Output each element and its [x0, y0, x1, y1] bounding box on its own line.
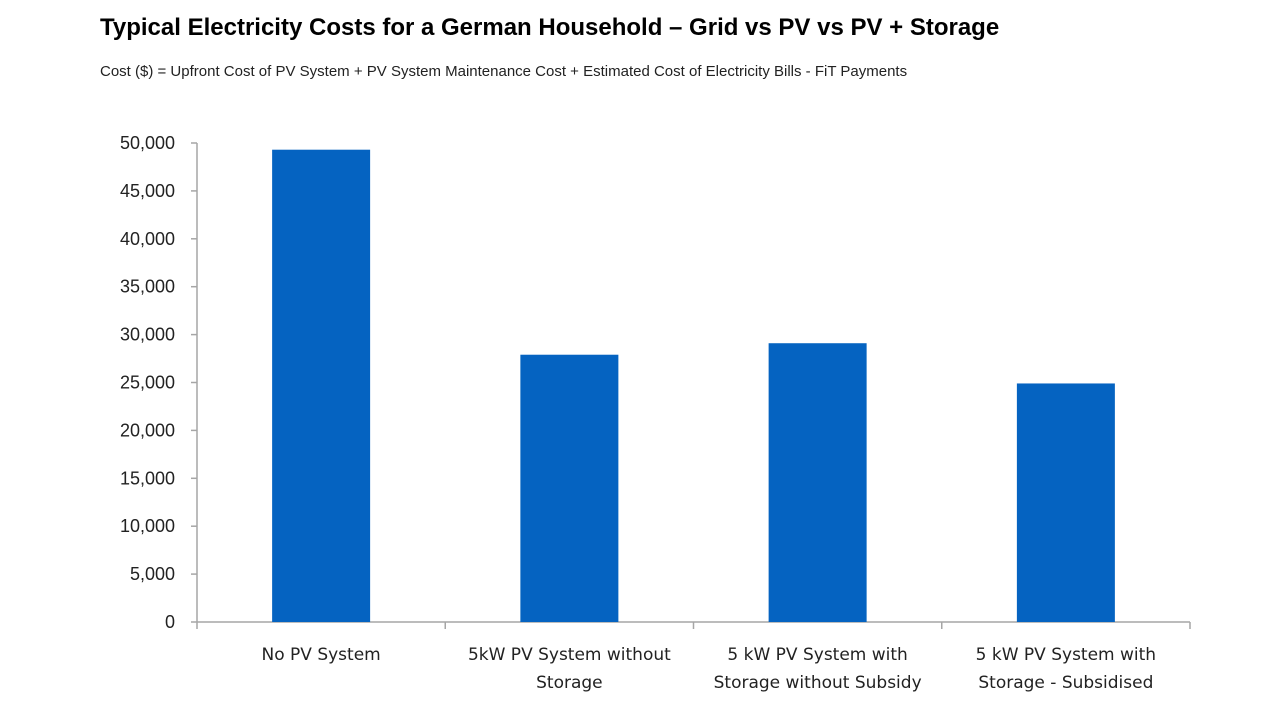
y-tick-label: 50,000 — [120, 133, 175, 153]
y-tick-label: 10,000 — [120, 516, 175, 536]
y-tick-label: 30,000 — [120, 325, 175, 345]
chart-title: Typical Electricity Costs for a German H… — [100, 14, 1000, 41]
y-tick-label: 20,000 — [120, 420, 175, 440]
y-tick-label: 25,000 — [120, 373, 175, 393]
chart-subtitle: Cost ($) = Upfront Cost of PV System + P… — [100, 63, 908, 80]
bar — [768, 343, 867, 622]
x-tick-label: 5 kW PV System with Storage without Subsi… — [714, 645, 922, 693]
y-tick-label: 40,000 — [120, 229, 175, 249]
bar — [520, 354, 619, 622]
x-tick-label: 5 kW PV System with Storage - Subsidised — [976, 645, 1156, 693]
y-tick-label: 5,000 — [130, 564, 175, 584]
x-tick-label: No PV System — [262, 645, 381, 665]
bar — [1016, 383, 1115, 622]
y-tick-label: 15,000 — [120, 468, 175, 488]
x-tick-label: 5kW PV System without Storage — [468, 645, 671, 693]
y-tick-label: 0 — [165, 612, 175, 632]
bar — [272, 149, 371, 622]
y-tick-label: 45,000 — [120, 181, 175, 201]
y-tick-label: 35,000 — [120, 277, 175, 297]
